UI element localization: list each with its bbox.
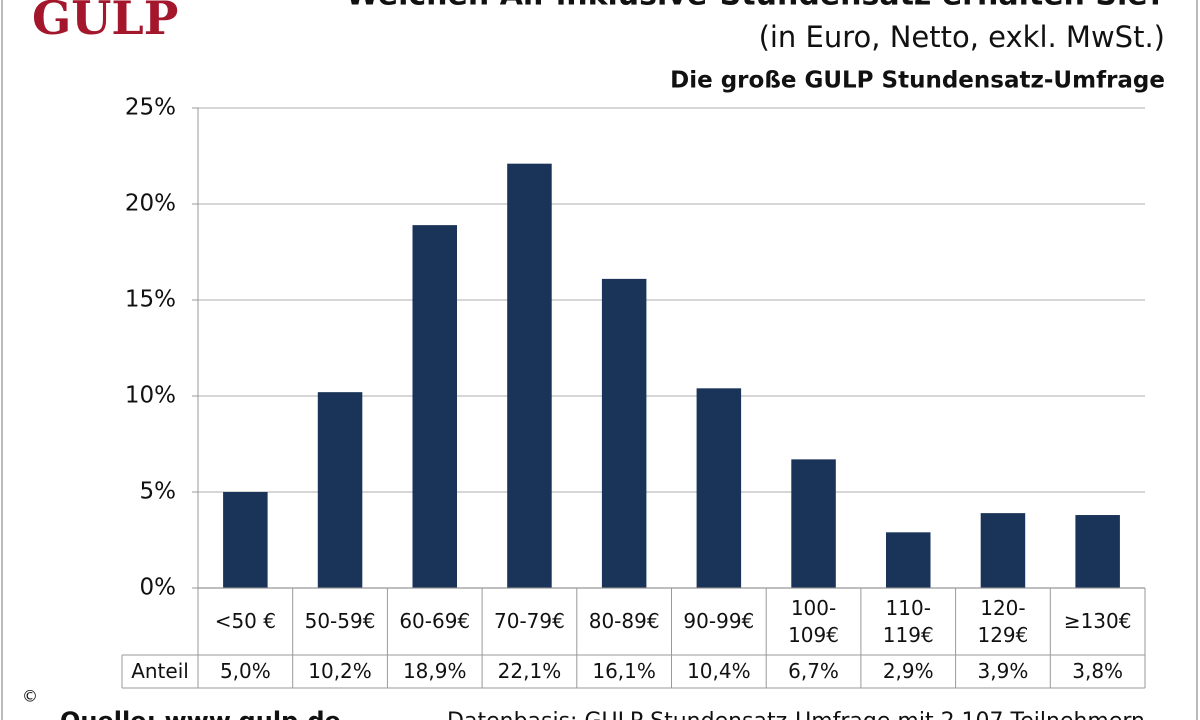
- y-tick-label: 15%: [125, 287, 176, 313]
- y-tick-label: 0%: [140, 575, 177, 601]
- bar: [1075, 515, 1120, 588]
- survey-label: Die große GULP Stundensatz-Umfrage: [670, 68, 1165, 94]
- category-label: 110- 119€: [882, 595, 934, 647]
- bar: [791, 459, 836, 588]
- y-tick-label: 25%: [125, 95, 176, 121]
- bar: [412, 225, 458, 588]
- category-label: 120- 129€: [977, 595, 1029, 647]
- y-tick-label: 10%: [125, 383, 176, 409]
- basis: Datenbasis: GULP Stundensatz-Umfrage mit…: [447, 709, 1145, 720]
- y-tick-label: 5%: [140, 479, 177, 505]
- value-label: 10,2%: [308, 659, 372, 683]
- category-label: 90-99€: [683, 609, 755, 633]
- value-label: 22,1%: [497, 659, 562, 683]
- logo: GULP: [32, 0, 178, 45]
- category-label: 100- 109€: [788, 595, 839, 647]
- category-label: 80-89€: [588, 609, 660, 633]
- value-label: 3,9%: [977, 659, 1029, 683]
- chart-subtitle: (in Euro, Netto, exkl. MwSt.): [759, 20, 1165, 54]
- bar: [507, 163, 552, 588]
- chart-title: Welchen All-inklusive-Stundensatz erhalt…: [346, 0, 1165, 13]
- bar: [317, 392, 363, 588]
- category-label: 60-69€: [399, 609, 471, 633]
- category-label: 50-59€: [304, 609, 376, 633]
- value-label: 2,9%: [882, 659, 934, 683]
- value-label: 6,7%: [788, 659, 839, 683]
- bar: [223, 492, 268, 588]
- value-label: 3,8%: [1072, 659, 1124, 683]
- category-label: <50 €: [214, 609, 276, 633]
- value-label: 16,1%: [592, 659, 656, 683]
- copyright: ©: [22, 687, 38, 706]
- value-label: 5,0%: [219, 659, 271, 683]
- bar: [885, 532, 931, 588]
- y-tick-label: 20%: [125, 191, 176, 217]
- bar: [980, 513, 1026, 588]
- category-label: ≥130€: [1063, 609, 1132, 633]
- row-label: Anteil: [131, 659, 189, 683]
- bar: [601, 278, 647, 588]
- bar: [696, 388, 742, 588]
- category-label: 70-79€: [494, 609, 565, 633]
- value-label: 10,4%: [687, 659, 751, 683]
- value-label: 18,9%: [402, 659, 467, 683]
- source: Quelle: www.gulp.de: [60, 707, 341, 720]
